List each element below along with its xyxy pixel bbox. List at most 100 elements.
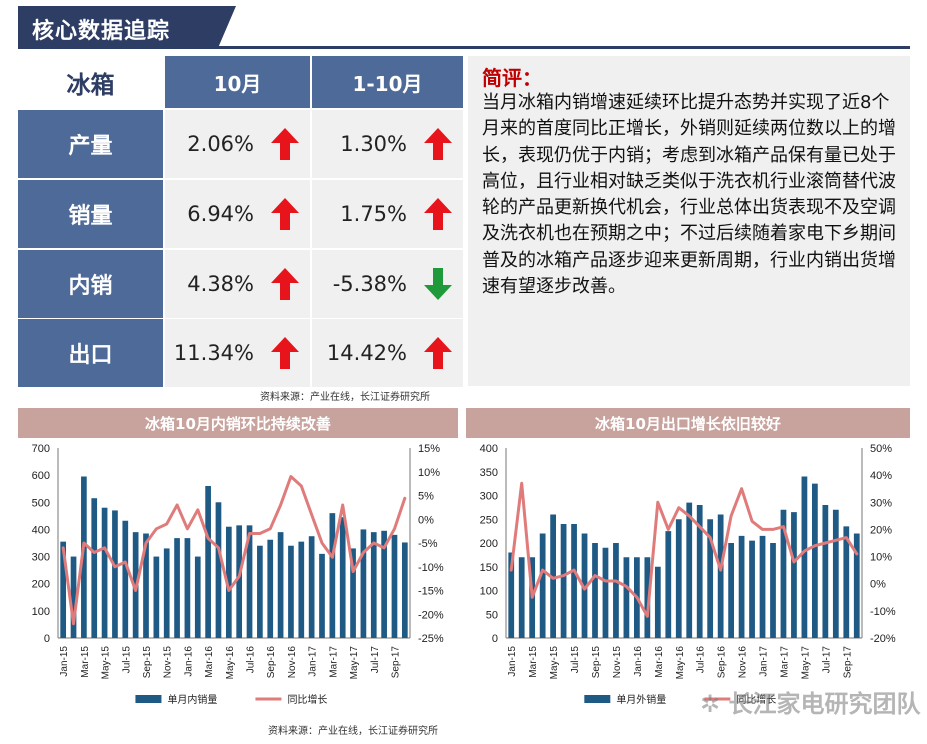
table-cell-value: -5.38% [332,272,407,296]
y-tick-label-right: 30% [870,497,892,509]
bar [112,510,118,638]
legend-bar-swatch [584,695,611,703]
bar [319,553,325,638]
y-tick-label-right: 10% [870,552,892,564]
bar [571,524,577,638]
growth-line [61,475,407,626]
bar [360,529,367,638]
bar [215,502,222,638]
bar [791,512,797,638]
header-tab [18,6,236,48]
bar [350,548,356,638]
x-tick-label: Nov-15 [163,646,174,679]
table-cell: -5.38% [312,250,463,318]
y-tick-label-right: -10% [870,606,896,618]
legend-bar-swatch [135,695,162,703]
y-tick-label-right: 15% [418,443,440,455]
x-tick-label: Jul-15 [121,646,132,674]
table-cell: 1.75% [312,180,463,248]
bar [163,548,170,638]
x-tick-label: May-17 [800,646,811,680]
x-tick-label: Mar-15 [80,646,91,678]
x-tick-label: May-16 [225,646,236,680]
table-cell-value: 1.30% [340,132,407,156]
table-header-month: 10月 [165,56,310,108]
bar [267,539,274,638]
x-tick-label: Sep-16 [717,646,728,679]
bar [738,535,745,638]
chart1-title: 冰箱10月内销环比持续改善 [18,408,458,438]
bar [581,533,588,638]
bar [143,533,149,638]
x-tick-label: Jan-17 [308,646,319,677]
y-tick-label-left: 200 [480,538,498,550]
data-table: 冰箱 10月 1-10月 产量 2.06% 1.30% 销量 6.94% 1.75% 内销 4… [18,56,463,387]
y-tick-label-right: -25% [418,633,444,645]
comment-body: 当月冰箱内销增速延续环比提升态势并实现了近8个月来的首度同比正增长，外销则延续两… [482,92,896,298]
arrow-up-icon [423,335,453,371]
header-divider [18,46,910,49]
chart-export-sales: 0 50 100 150 200 250 300 350 400 -20% -10% 0% 10% 20%… [480,443,896,706]
y-tick-label-right: 0% [870,579,886,591]
bar [257,545,263,638]
chart-domestic-sales: 0 100 200 300 400 500 600 700 -25% -20% -15% -10% -5… [32,443,444,706]
bar [539,533,546,638]
bar [236,525,243,638]
arrow-up-icon [270,335,300,371]
bar [339,517,346,638]
legend-bar-label: 单月外销量 [616,693,666,706]
legend-line-label: 同比增长 [736,693,776,706]
bar [560,524,567,638]
bar [686,502,693,638]
x-tick-label: Jan-15 [507,646,518,677]
growth-line [509,481,859,618]
y-tick-label-right: 5% [418,491,434,503]
y-tick-label-left: 0 [44,633,50,645]
y-tick-label-right: -20% [418,609,444,621]
y-tick-label-left: 300 [32,552,50,564]
table-cell-value: 11.34% [173,341,254,365]
x-tick-label: Nov-16 [287,646,298,679]
y-tick-label-right: 40% [870,470,892,482]
bar [770,543,776,638]
bar [518,557,525,638]
x-tick-label: May-15 [549,646,560,680]
y-tick-label-right: -5% [418,538,438,550]
x-tick-label: Jul-17 [821,646,832,674]
table-cell: 1.30% [312,110,463,178]
y-tick-label-left: 600 [32,470,50,482]
y-tick-label-left: 400 [480,443,498,455]
bar [205,486,211,638]
arrow-down-icon [423,266,453,302]
x-tick-label: Mar-15 [528,646,539,678]
y-tick-label-left: 200 [32,579,50,591]
table-source: 资料来源：产业在线，长江证券研究所 [260,392,430,403]
y-tick-label-left: 0 [492,633,498,645]
x-tick-label: Jan-15 [59,646,70,677]
bar [644,557,651,638]
bar [592,543,598,638]
bar [329,513,336,638]
bar [225,526,232,638]
legend-bar-label: 单月内销量 [167,693,217,706]
x-tick-label: Jul-15 [570,646,581,674]
table-cell-value: 2.06% [187,132,254,156]
x-tick-label: Sep-15 [591,646,602,679]
bar [101,507,108,638]
table-row-label: 产量 [18,110,163,178]
bar [184,538,191,638]
bar [277,532,284,638]
bar [759,535,766,638]
table-cell-value: 14.42% [326,341,407,365]
bar [822,505,829,638]
x-tick-label: Jan-16 [183,646,194,677]
x-tick-label: Sep-16 [266,646,277,679]
x-tick-label: Jul-17 [370,646,381,674]
chart-source: 资料来源：产业在线，长江证券研究所 [268,726,438,737]
x-tick-label: Nov-16 [738,646,749,679]
bar [717,514,724,638]
y-tick-label-right: 10% [418,467,440,479]
table-cell-value: 4.38% [187,272,254,296]
arrow-up-icon [270,126,300,162]
bar [391,534,398,638]
